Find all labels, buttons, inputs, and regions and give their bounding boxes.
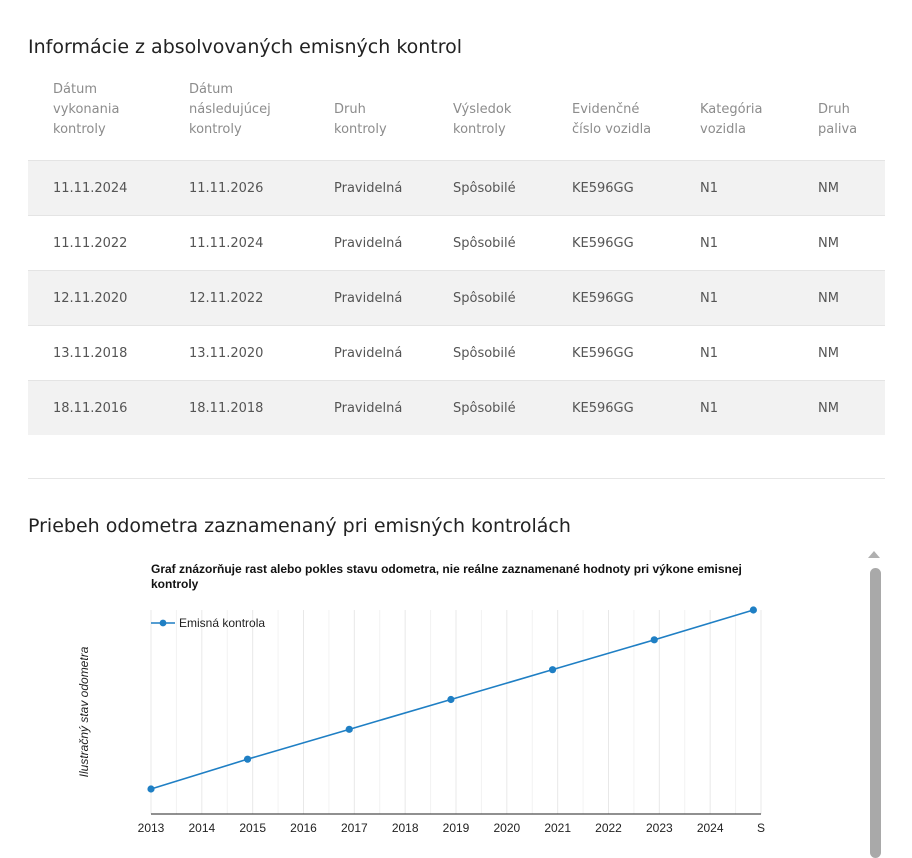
- x-tick-label: 2020: [493, 821, 520, 835]
- cell-result: Spôsobilé: [453, 160, 572, 216]
- x-tick-label: 2024: [697, 821, 724, 835]
- cell-inspection-type: Pravidelná: [334, 325, 453, 381]
- data-point: [447, 695, 455, 704]
- data-point: [548, 666, 557, 674]
- scroll-up-arrow-icon[interactable]: [868, 551, 880, 558]
- cell-vehicle-category: N1: [700, 325, 818, 381]
- odometer-chart: Graf znázorňuje rast alebo pokles stavu …: [60, 548, 860, 848]
- table-row: 18.11.2016 18.11.2018 Pravidelná Spôsobi…: [28, 380, 885, 435]
- col-header-inspection-date: Dátum vykonania kontroly: [53, 82, 120, 137]
- table-row: 11.11.2022 11.11.2024 Pravidelná Spôsobi…: [28, 215, 885, 271]
- cell-next-inspection-date: 11.11.2026: [189, 160, 334, 216]
- cell-vehicle-category: N1: [700, 160, 818, 216]
- cell-vehicle-category: N1: [700, 215, 818, 271]
- cell-inspection-type: Pravidelná: [334, 215, 453, 271]
- legend-label: Emisná kontrola: [179, 616, 265, 630]
- cell-next-inspection-date: 12.11.2022: [189, 270, 334, 326]
- col-header-inspection-type: Druh kontroly: [334, 102, 387, 137]
- cell-inspection-type: Pravidelná: [334, 270, 453, 326]
- emissions-section-title: Informácie z absolvovaných emisných kont…: [28, 36, 463, 58]
- cell-inspection-date: 13.11.2018: [28, 325, 189, 381]
- cell-result: Spôsobilé: [453, 270, 572, 326]
- x-tick-label: S: [757, 821, 765, 835]
- cell-result: Spôsobilé: [453, 215, 572, 271]
- x-tick-label: 2013: [138, 821, 165, 835]
- odometer-section-title: Priebeh odometra zaznamenaný pri emisnýc…: [28, 515, 571, 537]
- cell-inspection-type: Pravidelná: [334, 380, 453, 435]
- cell-next-inspection-date: 18.11.2018: [189, 380, 334, 435]
- cell-inspection-date: 11.11.2022: [28, 215, 189, 271]
- col-header-fuel-type: Druh paliva: [818, 102, 858, 137]
- cell-fuel-type: NM: [818, 380, 885, 435]
- y-axis-label: Ilustračný stav odometra: [77, 646, 91, 777]
- table-row: 13.11.2018 13.11.2020 Pravidelná Spôsobi…: [28, 325, 885, 381]
- cell-plate-number: KE596GG: [572, 270, 700, 326]
- scrollbar-thumb[interactable]: [870, 568, 881, 858]
- cell-fuel-type: NM: [818, 215, 885, 271]
- cell-inspection-date: 11.11.2024: [28, 160, 189, 216]
- data-point: [650, 636, 658, 644]
- section-divider: [28, 478, 885, 479]
- col-header-plate-number: Evidenčné číslo vozidla: [572, 102, 652, 137]
- cell-inspection-type: Pravidelná: [334, 160, 453, 216]
- x-tick-label: 2014: [188, 821, 215, 835]
- cell-plate-number: KE596GG: [572, 325, 700, 381]
- cell-plate-number: KE596GG: [572, 160, 700, 216]
- cell-result: Spôsobilé: [453, 380, 572, 435]
- cell-fuel-type: NM: [818, 160, 885, 216]
- cell-result: Spôsobilé: [453, 325, 572, 381]
- x-tick-label: 2016: [290, 821, 317, 835]
- data-point: [147, 785, 155, 793]
- odometer-line-chart: 2013 2014 2015 2016 2017 2018 2019 2020 2021 2022…: [77, 606, 765, 835]
- data-point: [243, 755, 252, 763]
- col-header-result: Výsledok kontroly: [453, 102, 512, 137]
- cell-vehicle-category: N1: [700, 270, 818, 326]
- cell-fuel-type: NM: [818, 325, 885, 381]
- x-tick-label: 2017: [341, 821, 368, 835]
- x-tick-label: 2018: [392, 821, 419, 835]
- emissions-table: Dátum vykonania kontroly Dátum následujú…: [28, 80, 885, 435]
- x-tick-label: 2015: [239, 821, 266, 835]
- data-point: [749, 606, 757, 614]
- col-header-next-inspection-date: Dátum následujúcej kontroly: [189, 82, 271, 137]
- cell-plate-number: KE596GG: [572, 215, 700, 271]
- cell-vehicle-category: N1: [700, 380, 818, 435]
- table-row: 11.11.2024 11.11.2026 Pravidelná Spôsobi…: [28, 160, 885, 216]
- x-tick-label: 2022: [595, 821, 622, 835]
- chart-title: Graf znázorňuje rast alebo pokles stavu …: [151, 562, 742, 591]
- table-header-row: Dátum vykonania kontroly Dátum následujú…: [28, 80, 885, 161]
- cell-next-inspection-date: 13.11.2020: [189, 325, 334, 381]
- cell-inspection-date: 18.11.2016: [28, 380, 189, 435]
- cell-inspection-date: 12.11.2020: [28, 270, 189, 326]
- cell-next-inspection-date: 11.11.2024: [189, 215, 334, 271]
- table-row: 12.11.2020 12.11.2022 Pravidelná Spôsobi…: [28, 270, 885, 326]
- x-tick-label: 2021: [544, 821, 571, 835]
- cell-fuel-type: NM: [818, 270, 885, 326]
- data-point: [345, 725, 353, 733]
- x-tick-label: 2019: [443, 821, 470, 835]
- col-header-vehicle-category: Kategória vozidla: [700, 102, 763, 137]
- cell-plate-number: KE596GG: [572, 380, 700, 435]
- x-tick-label: 2023: [646, 821, 673, 835]
- legend-marker: [159, 619, 167, 627]
